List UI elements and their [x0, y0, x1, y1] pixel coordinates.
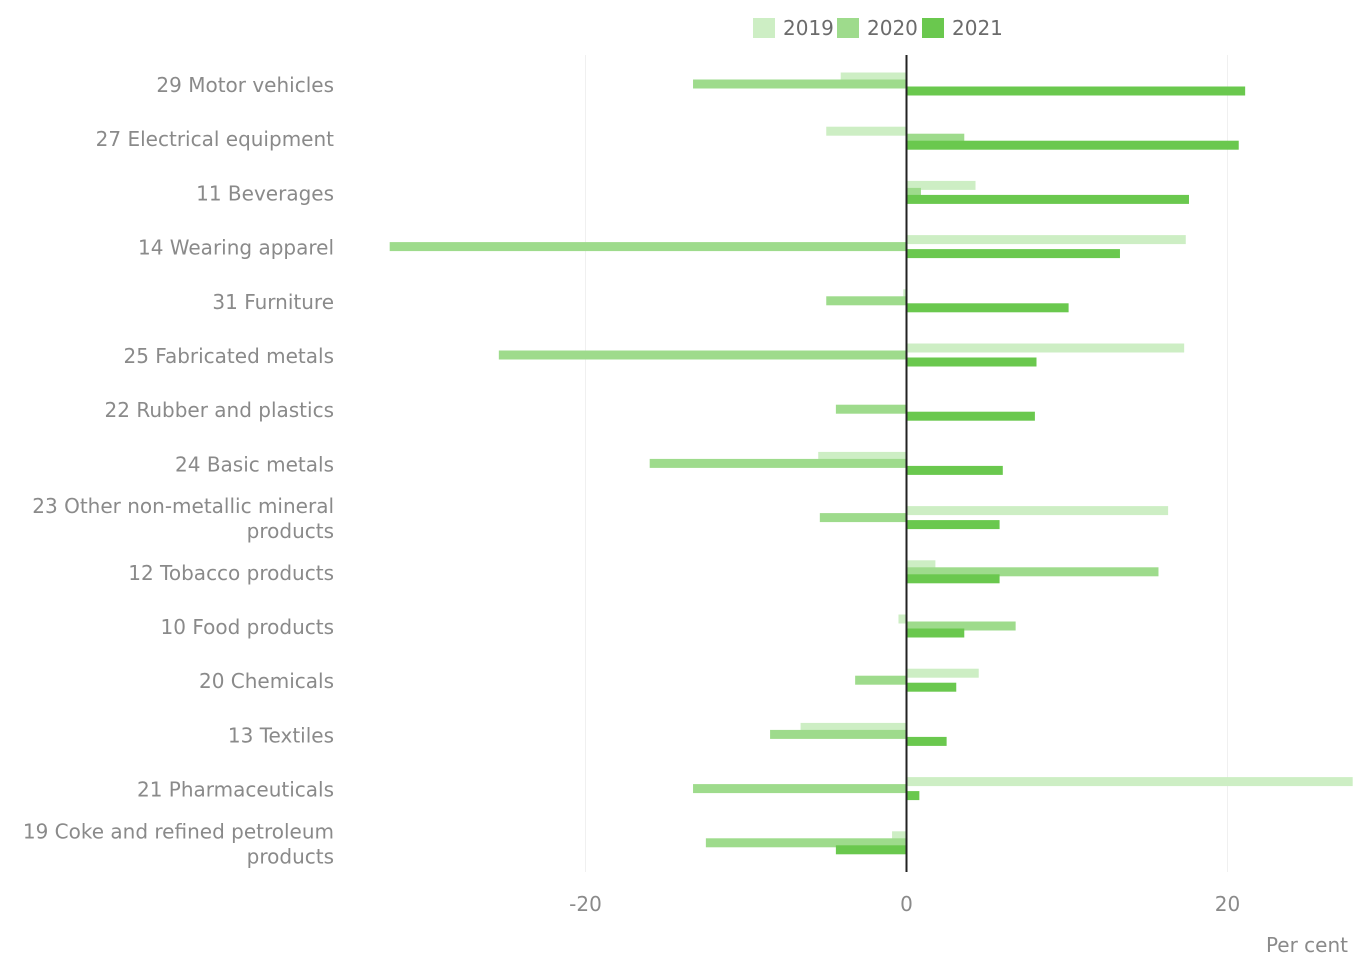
bar-2021-9 [906, 574, 1000, 584]
bar-2020-10 [906, 621, 1016, 631]
bar-2019-0 [840, 72, 907, 82]
category-label-6: 22 Rubber and plastics [105, 398, 334, 422]
bar-2019-7 [818, 451, 907, 461]
x-axis-title: Per cent [1266, 933, 1348, 956]
bar-2020-0 [693, 79, 907, 89]
bar-2020-6 [835, 404, 907, 414]
category-label-line: 24 Basic metals [175, 452, 334, 476]
bar-2019-2 [906, 180, 976, 190]
bars-layer [389, 72, 1353, 855]
category-label-5: 25 Fabricated metals [123, 344, 334, 368]
category-label-line: 11 Beverages [196, 181, 334, 205]
bar-2020-3 [389, 242, 907, 252]
category-label-8: 23 Other non-metallic mineral products [32, 494, 334, 543]
legend-swatch-2021 [922, 18, 944, 38]
bar-2021-13 [906, 791, 920, 801]
bar-2019-3 [906, 235, 1186, 245]
bar-2021-5 [906, 357, 1037, 367]
bar-2019-12 [800, 722, 907, 732]
bar-2019-10 [898, 614, 907, 624]
bar-2021-4 [906, 303, 1069, 313]
category-label-line: products [247, 844, 334, 868]
category-label-line: 31 Furniture [212, 290, 334, 314]
bar-2020-9 [906, 567, 1159, 577]
bar-2019-1 [826, 126, 907, 136]
bar-2020-5 [498, 350, 907, 360]
bar-2021-0 [906, 86, 1246, 96]
category-label-line: 19 Coke and refined petroleum [23, 819, 334, 843]
legend: 2019 2020 2021 [753, 16, 1003, 40]
x-tick-label-1: 0 [900, 892, 913, 916]
category-label-0: 29 Motor vehicles [156, 73, 334, 97]
bar-2020-8 [819, 513, 907, 523]
bar-2020-1 [906, 133, 965, 143]
bar-2020-13 [693, 784, 907, 794]
category-label-line: 22 Rubber and plastics [105, 398, 334, 422]
bar-2019-5 [906, 343, 1185, 353]
category-label-1: 27 Electrical equipment [96, 127, 334, 151]
category-label-3: 14 Wearing apparel [138, 236, 334, 260]
legend-label-2020: 2020 [867, 16, 918, 40]
bar-2020-4 [826, 296, 907, 306]
category-label-line: 13 Textiles [228, 723, 334, 747]
category-labels: 29 Motor vehicles 27 Electrical equipment… [23, 73, 334, 868]
category-label-4: 31 Furniture [212, 290, 334, 314]
legend-label-2019: 2019 [783, 16, 834, 40]
bar-2019-8 [906, 506, 1169, 516]
category-label-11: 20 Chemicals [199, 669, 334, 693]
bar-2021-2 [906, 194, 1189, 204]
grid-layer [585, 55, 1228, 872]
category-label-line: 20 Chemicals [199, 669, 334, 693]
category-label-7: 24 Basic metals [175, 452, 334, 476]
bar-2019-13 [906, 777, 1353, 787]
category-label-line: 14 Wearing apparel [138, 236, 334, 260]
category-label-14: 19 Coke and refined petroleum products [23, 819, 334, 868]
category-label-line: 10 Food products [161, 615, 334, 639]
category-label-10: 10 Food products [161, 615, 334, 639]
bar-2020-2 [906, 187, 921, 197]
bar-2021-12 [906, 736, 947, 746]
bar-2020-11 [855, 675, 907, 685]
category-label-line: 23 Other non-metallic mineral [32, 494, 334, 518]
category-label-line: 21 Pharmaceuticals [137, 778, 334, 802]
category-label-2: 11 Beverages [196, 181, 334, 205]
bar-2019-4 [903, 289, 907, 299]
category-label-line: 29 Motor vehicles [156, 73, 334, 97]
bar-2021-10 [906, 628, 965, 638]
legend-label-2021: 2021 [952, 16, 1003, 40]
bar-2021-7 [906, 465, 1003, 475]
category-label-line: 27 Electrical equipment [96, 127, 334, 151]
category-label-12: 13 Textiles [228, 723, 334, 747]
category-label-13: 21 Pharmaceuticals [137, 778, 334, 802]
bar-2021-8 [906, 520, 1000, 530]
bar-2021-1 [906, 140, 1239, 150]
bar-2021-3 [906, 249, 1120, 259]
bar-2020-14 [705, 838, 907, 848]
bar-2019-11 [906, 668, 979, 678]
bar-2021-6 [906, 411, 1035, 421]
x-tick-label-0: -20 [569, 892, 602, 916]
bar-2020-12 [770, 729, 907, 739]
x-tick-label-2: 20 [1215, 892, 1240, 916]
legend-swatch-2020 [837, 18, 859, 38]
legend-swatch-2019 [753, 18, 775, 38]
bar-2019-14 [892, 831, 907, 841]
bar-2021-11 [906, 682, 957, 692]
bar-2020-7 [649, 458, 907, 468]
x-tick-labels: -20 0 20 [569, 892, 1240, 916]
bar-2021-14 [835, 845, 907, 855]
category-label-line: 12 Tobacco products [128, 561, 334, 585]
category-label-9: 12 Tobacco products [128, 561, 334, 585]
category-label-line: products [247, 519, 334, 543]
bar-2019-9 [906, 560, 936, 570]
category-label-line: 25 Fabricated metals [123, 344, 334, 368]
